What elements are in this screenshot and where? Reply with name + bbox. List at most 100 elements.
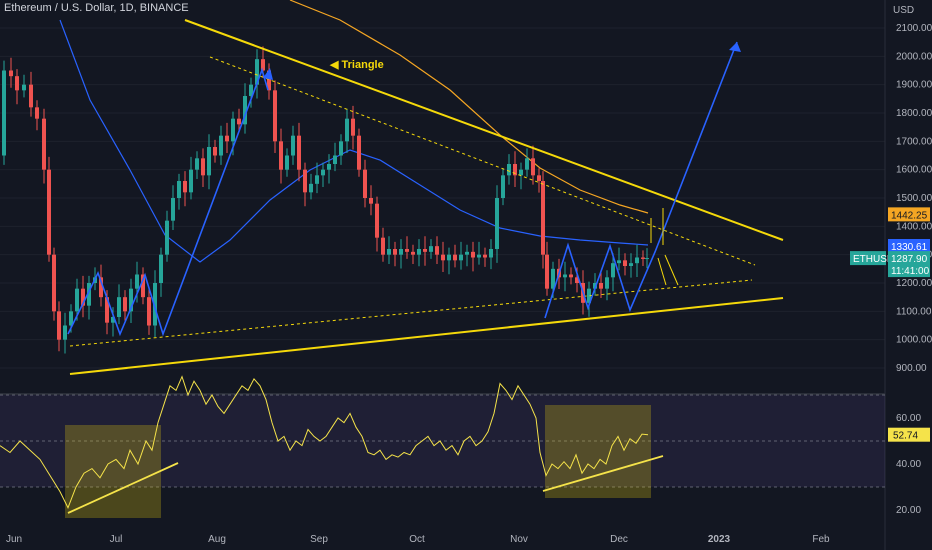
candle-body	[623, 260, 627, 266]
candle-body	[123, 297, 127, 312]
price-tick-label: 1100.00	[896, 306, 932, 317]
candle-body	[87, 283, 91, 306]
candle-body	[611, 263, 615, 278]
wave-path-left	[67, 67, 269, 337]
price-badge-label: 1442.25	[891, 210, 928, 221]
rsi-value-label: 52.74	[893, 431, 918, 442]
rsi-tick-label: 60.00	[896, 413, 921, 424]
chart-title: Ethereum / U.S. Dollar, 1D, BINANCE	[4, 2, 189, 14]
candle-body	[537, 175, 541, 181]
candle-body	[411, 251, 415, 255]
price-tick-label: 1200.00	[896, 278, 932, 289]
candle-body	[153, 283, 157, 326]
candle-body	[575, 277, 579, 283]
candle-body	[129, 288, 133, 312]
triangle-annotation: ◀ Triangle	[330, 58, 384, 71]
triangle-lower-line	[69, 297, 784, 375]
time-tick-label: Feb	[812, 534, 830, 545]
candle-body	[525, 158, 529, 170]
candle-body	[541, 181, 545, 255]
time-tick-label: Dec	[610, 534, 628, 545]
candle-body	[303, 169, 307, 193]
rsi-highlight-box	[545, 405, 651, 498]
candle-body	[477, 254, 481, 258]
candle-body	[81, 288, 85, 306]
candle-body	[635, 257, 639, 264]
rsi-pane	[0, 375, 885, 518]
triangle-upper-line	[184, 19, 784, 241]
price-tick-label: 2100.00	[896, 23, 932, 34]
price-tick-label: 900.00	[896, 363, 927, 374]
candle-body	[105, 297, 109, 323]
candle-body	[333, 155, 337, 164]
candle-body	[495, 198, 499, 249]
candle-body	[291, 135, 295, 156]
time-axis: Jun Jul Aug Sep Oct Nov Dec 2023 Feb	[6, 534, 830, 545]
candle-body	[501, 175, 505, 198]
rsi-value-badge	[888, 427, 930, 442]
candle-body	[429, 246, 433, 252]
candle-body	[453, 254, 457, 261]
candle-body	[183, 181, 187, 193]
ma-slow-line	[289, 0, 649, 214]
arrow-head-icon	[729, 42, 741, 52]
candle-body	[237, 118, 241, 125]
candle-body	[159, 254, 163, 283]
candle-body	[393, 249, 397, 255]
rsi-trendline	[542, 455, 664, 492]
triangle-label: Triangle	[341, 59, 384, 71]
time-tick-label: Aug	[208, 534, 226, 545]
candle-body	[47, 169, 51, 255]
candle-body	[219, 135, 223, 156]
price-tick-label: 1700.00	[896, 136, 932, 147]
symbol-badge-label: ETHUSD	[853, 254, 894, 265]
price-tick-label: 1400.00	[896, 221, 932, 232]
candle-body	[629, 263, 633, 266]
candle-body	[63, 325, 67, 340]
candle-body	[261, 59, 265, 71]
arrow-left-icon: ◀	[330, 59, 339, 71]
candle-body	[399, 249, 403, 255]
candle-body	[195, 158, 199, 170]
candle-body	[57, 311, 61, 340]
candle-body	[363, 169, 367, 198]
candle-body	[593, 283, 597, 289]
candle-body	[381, 237, 385, 255]
price-tick-label: 1900.00	[896, 80, 932, 91]
candle-body	[69, 311, 73, 326]
price-badge	[888, 207, 930, 222]
candle-body	[309, 183, 313, 193]
time-tick-label: Nov	[510, 534, 528, 545]
candle-body	[22, 84, 26, 91]
candle-body	[315, 175, 319, 184]
candle-body	[357, 135, 361, 170]
candle-body	[141, 274, 145, 298]
candle-body	[563, 274, 567, 278]
candle-body	[587, 288, 591, 303]
candle-body	[471, 251, 475, 258]
candle-body	[165, 220, 169, 255]
candle-body	[189, 169, 193, 193]
candle-body	[243, 96, 247, 125]
candle-body	[599, 283, 603, 289]
price-axis-unit: USD	[893, 5, 914, 16]
candle-body	[147, 297, 151, 326]
rsi-tick-label: 40.00	[896, 459, 921, 470]
projection-arrow	[657, 257, 667, 286]
candle-body	[285, 155, 289, 170]
rsi-band	[0, 395, 885, 487]
candle-body	[387, 249, 391, 255]
time-tick-label: Oct	[409, 534, 425, 545]
candle-body	[513, 164, 517, 176]
candle-body	[545, 254, 549, 289]
candle-body	[447, 254, 451, 261]
rsi-line	[0, 375, 649, 509]
candle-body	[135, 274, 139, 289]
candle-body	[405, 249, 409, 252]
candle-body	[249, 84, 253, 96]
candle-body	[35, 107, 39, 119]
pane-separator	[0, 393, 885, 395]
candle-body	[483, 254, 487, 258]
candle-body	[201, 158, 205, 176]
